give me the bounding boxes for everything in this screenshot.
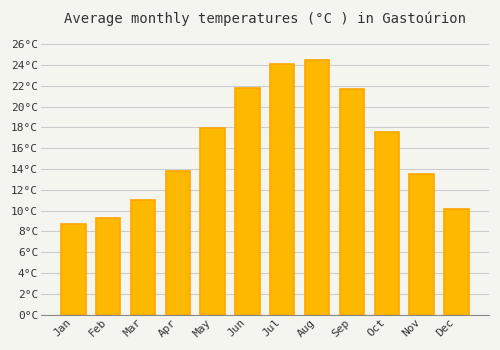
Bar bbox=[444, 209, 468, 315]
Bar bbox=[96, 218, 120, 315]
Bar bbox=[62, 224, 86, 315]
Bar bbox=[200, 128, 225, 315]
Bar bbox=[166, 171, 190, 315]
Bar bbox=[305, 60, 330, 315]
Bar bbox=[270, 64, 294, 315]
Bar bbox=[374, 132, 399, 315]
Bar bbox=[410, 174, 434, 315]
Bar bbox=[236, 88, 260, 315]
Title: Average monthly temperatures (°C ) in Gastoúrion: Average monthly temperatures (°C ) in Ga… bbox=[64, 11, 466, 26]
Bar bbox=[340, 89, 364, 315]
Bar bbox=[131, 200, 155, 315]
